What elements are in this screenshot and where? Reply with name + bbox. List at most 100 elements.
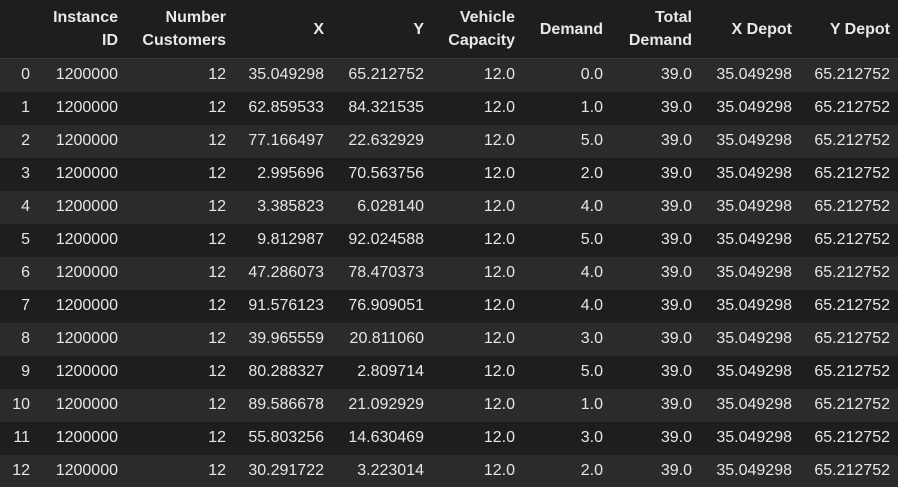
cell-y: 20.811060 bbox=[349, 330, 424, 347]
cell-x: 89.586678 bbox=[248, 396, 324, 413]
column-header-vehicle-capacity: Vehicle Capacity bbox=[432, 0, 523, 59]
cell-number-customers: 12 bbox=[208, 330, 226, 347]
cell-total-demand: 39.0 bbox=[660, 429, 692, 446]
cell-x: 77.166497 bbox=[248, 132, 324, 149]
cell-x-depot: 35.049298 bbox=[716, 198, 792, 215]
cell-x-depot: 35.049298 bbox=[716, 264, 792, 281]
column-header-line: Instance bbox=[53, 9, 118, 26]
column-header-line: ID bbox=[102, 32, 118, 49]
cell-instance-id: 1200000 bbox=[55, 198, 118, 215]
cell-number-customers: 12 bbox=[208, 363, 226, 380]
cell-x: 35.049298 bbox=[248, 66, 324, 84]
cell-y-depot: 65.212752 bbox=[814, 396, 890, 413]
table-row: 12 1200000 12 30.291722 3.223014 12.0 2.0 39.0 3… bbox=[0, 454, 898, 487]
cell-demand: 4.0 bbox=[580, 264, 603, 281]
cell-x-depot: 35.049298 bbox=[716, 429, 792, 446]
column-header-instance-id: Instance ID bbox=[42, 0, 126, 59]
cell-y: 76.909051 bbox=[348, 297, 424, 314]
column-header-line: Vehicle bbox=[459, 9, 515, 26]
cell-x-depot: 35.049298 bbox=[716, 99, 792, 116]
cell-instance-id: 1200000 bbox=[55, 165, 118, 182]
cell-y: 84.321535 bbox=[348, 99, 424, 116]
cell-x-depot: 35.049298 bbox=[716, 363, 792, 380]
column-header-x: X bbox=[234, 0, 332, 59]
cell-total-demand: 39.0 bbox=[660, 99, 692, 116]
cell-number-customers: 12 bbox=[208, 297, 226, 314]
cell-demand: 1.0 bbox=[580, 99, 603, 116]
cell-y: 92.024588 bbox=[348, 231, 424, 248]
cell-y: 3.223014 bbox=[357, 462, 424, 479]
column-header-line: Y bbox=[413, 20, 424, 38]
cell-vehicle-capacity: 12.0 bbox=[483, 429, 515, 446]
cell-vehicle-capacity: 12.0 bbox=[483, 396, 515, 413]
cell-x: 62.859533 bbox=[248, 99, 324, 116]
cell-x-depot: 35.049298 bbox=[716, 462, 792, 479]
cell-demand: 5.0 bbox=[580, 231, 603, 248]
table-row: 0 1200000 12 35.049298 65.212752 12.0 0.0 39.0 3… bbox=[0, 58, 898, 92]
column-header-number-customers: Number Customers bbox=[126, 0, 234, 59]
column-header-line: X bbox=[313, 20, 324, 38]
cell-demand: 2.0 bbox=[580, 165, 603, 182]
cell-total-demand: 39.0 bbox=[660, 198, 692, 215]
cell-x: 91.576123 bbox=[248, 297, 324, 314]
cell-total-demand: 39.0 bbox=[660, 297, 692, 314]
cell-total-demand: 39.0 bbox=[660, 396, 692, 413]
cell-y-depot: 65.212752 bbox=[814, 363, 890, 380]
cell-y-depot: 65.212752 bbox=[814, 231, 890, 248]
cell-number-customers: 12 bbox=[208, 231, 226, 248]
column-header-line: Total bbox=[654, 9, 692, 26]
row-index: 12 bbox=[12, 462, 30, 479]
cell-y-depot: 65.212752 bbox=[814, 99, 890, 116]
cell-vehicle-capacity: 12.0 bbox=[483, 99, 515, 116]
cell-x: 55.803256 bbox=[248, 429, 324, 446]
cell-demand: 0.0 bbox=[580, 66, 603, 84]
column-header-line: X Depot bbox=[731, 20, 792, 38]
cell-number-customers: 12 bbox=[208, 462, 226, 479]
cell-y-depot: 65.212752 bbox=[814, 165, 890, 182]
cell-demand: 5.0 bbox=[580, 363, 603, 380]
header-row: Instance ID Number Customers X Y Vehicle Capaci… bbox=[0, 0, 898, 59]
column-header-line: Y Depot bbox=[829, 20, 890, 38]
table-row: 2 1200000 12 77.166497 22.632929 12.0 5.0 39.0 3… bbox=[0, 124, 898, 158]
cell-vehicle-capacity: 12.0 bbox=[483, 198, 515, 215]
cell-y: 65.212752 bbox=[348, 66, 424, 84]
cell-x: 9.812987 bbox=[257, 231, 324, 248]
cell-y: 22.632929 bbox=[348, 132, 424, 149]
cell-instance-id: 1200000 bbox=[55, 132, 118, 149]
cell-y-depot: 65.212752 bbox=[814, 297, 890, 314]
cell-vehicle-capacity: 12.0 bbox=[483, 66, 515, 84]
row-index: 0 bbox=[21, 66, 30, 84]
cell-x-depot: 35.049298 bbox=[716, 330, 792, 347]
cell-x-depot: 35.049298 bbox=[716, 297, 792, 314]
cell-vehicle-capacity: 12.0 bbox=[483, 264, 515, 281]
cell-number-customers: 12 bbox=[208, 429, 226, 446]
cell-total-demand: 39.0 bbox=[660, 462, 692, 479]
cell-instance-id: 1200000 bbox=[55, 231, 118, 248]
cell-number-customers: 12 bbox=[208, 66, 226, 84]
cell-y: 6.028140 bbox=[357, 198, 424, 215]
cell-vehicle-capacity: 12.0 bbox=[483, 165, 515, 182]
cell-x: 80.288327 bbox=[248, 363, 324, 380]
cell-demand: 4.0 bbox=[580, 297, 603, 314]
column-header-total-demand: Total Demand bbox=[611, 0, 700, 59]
row-index: 4 bbox=[21, 198, 30, 215]
cell-number-customers: 12 bbox=[208, 132, 226, 149]
cell-y: 70.563756 bbox=[348, 165, 424, 182]
row-index: 3 bbox=[21, 165, 30, 182]
cell-x-depot: 35.049298 bbox=[716, 396, 792, 413]
cell-instance-id: 1200000 bbox=[55, 462, 118, 479]
cell-number-customers: 12 bbox=[208, 198, 226, 215]
cell-instance-id: 1200000 bbox=[55, 66, 118, 84]
table-row: 5 1200000 12 9.812987 92.024588 12.0 5.0 39.0 35… bbox=[0, 223, 898, 257]
cell-number-customers: 12 bbox=[208, 99, 226, 116]
cell-vehicle-capacity: 12.0 bbox=[483, 462, 515, 479]
row-index: 6 bbox=[21, 264, 30, 281]
row-index: 5 bbox=[21, 231, 30, 248]
cell-total-demand: 39.0 bbox=[660, 264, 692, 281]
cell-instance-id: 1200000 bbox=[55, 396, 118, 413]
cell-y-depot: 65.212752 bbox=[814, 132, 890, 149]
cell-x: 39.965559 bbox=[248, 330, 324, 347]
table-row: 7 1200000 12 91.576123 76.909051 12.0 4.0 39.0 3… bbox=[0, 289, 898, 323]
cell-instance-id: 1200000 bbox=[55, 363, 118, 380]
